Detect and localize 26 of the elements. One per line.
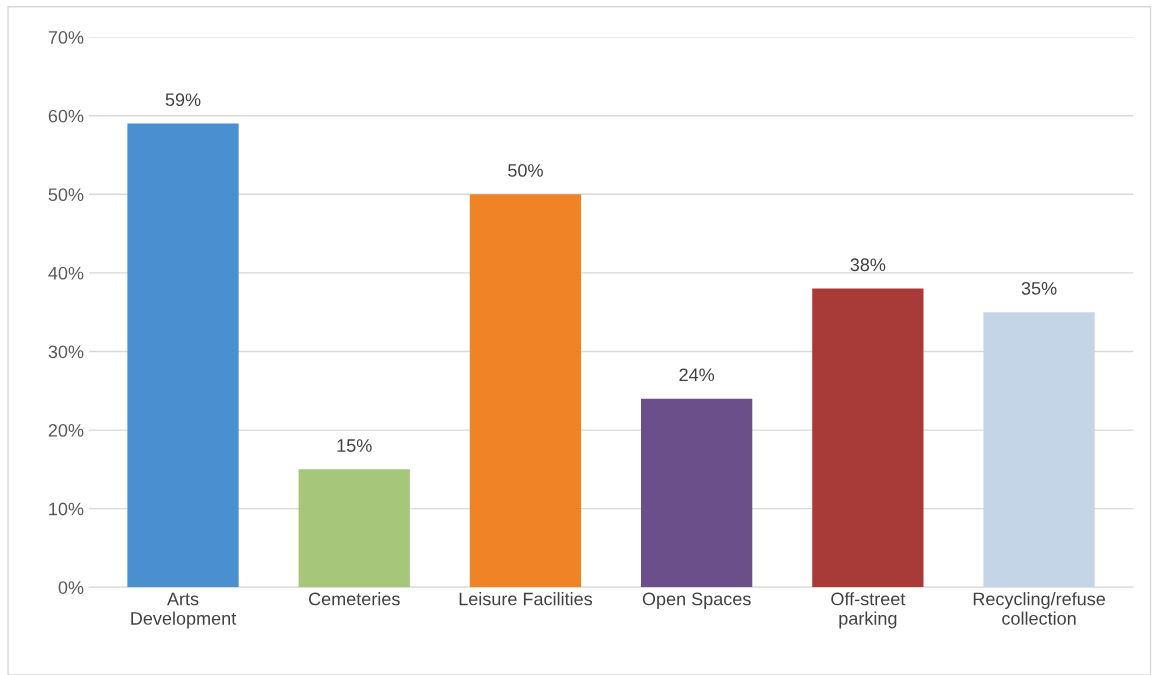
data-label: 50%: [508, 164, 543, 177]
x-tick-label: Cemeteries: [308, 592, 400, 606]
data-label: 24%: [679, 368, 715, 382]
y-tick-label: 70%: [48, 31, 84, 44]
x-tick-label: Arts Development: [131, 592, 237, 629]
y-tick-label: 40%: [48, 266, 84, 280]
y-tick-label: 10%: [49, 502, 84, 516]
y-tick-label: 0%: [58, 581, 84, 594]
bar: [298, 469, 410, 588]
x-tick-label: Off-street parking: [831, 592, 906, 629]
bar: [641, 398, 753, 588]
x-tick-label: Leisure Facilities: [459, 592, 593, 606]
bar: [469, 194, 582, 588]
data-label: 15%: [337, 439, 372, 452]
y-tick-label: 20%: [48, 424, 84, 437]
y-tick-label: 50%: [48, 188, 84, 202]
data-label: 38%: [850, 258, 886, 272]
bar: [812, 288, 924, 588]
y-tick-label: 60%: [48, 109, 84, 123]
bar: [983, 312, 1095, 588]
x-tick-label: Recycling/refuse collection: [973, 592, 1105, 625]
data-label: 59%: [165, 93, 201, 107]
x-tick-label: Open Spaces: [642, 592, 751, 609]
data-label: 35%: [1021, 281, 1057, 295]
bar: [127, 123, 239, 588]
y-tick-label: 30%: [48, 345, 84, 359]
